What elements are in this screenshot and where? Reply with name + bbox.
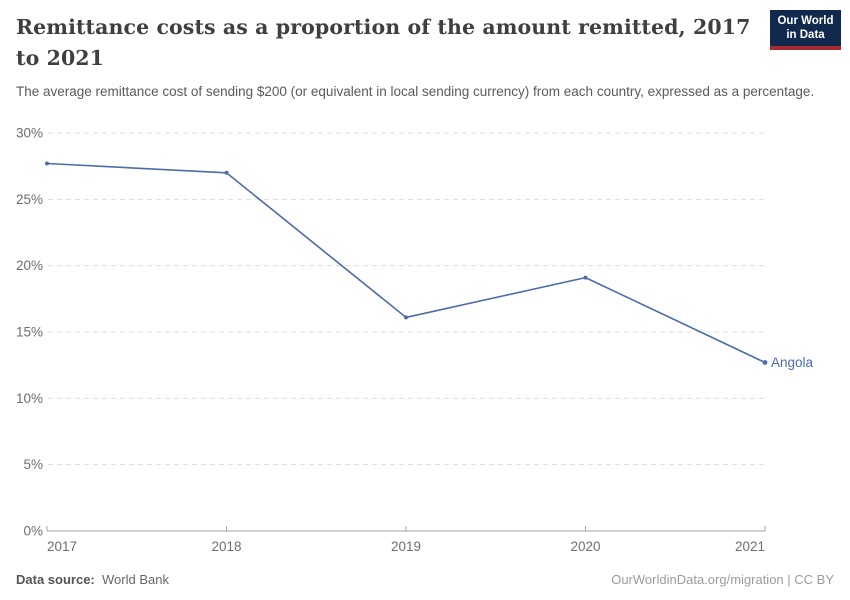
data-point[interactable] [762, 360, 768, 365]
series-end-label[interactable]: Angola [771, 355, 814, 370]
data-point[interactable] [583, 275, 588, 280]
x-tick-label: 2019 [391, 539, 421, 554]
y-tick-label: 25% [16, 192, 43, 207]
y-tick-label: 5% [23, 457, 43, 472]
y-tick-label: 0% [23, 524, 43, 539]
y-tick-label: 30% [16, 126, 43, 141]
x-tick-label: 2018 [211, 539, 241, 554]
chart-subtitle: The average remittance cost of sending $… [16, 83, 815, 99]
y-tick-label: 20% [16, 258, 43, 273]
x-tick-label: 2021 [735, 539, 765, 554]
x-tick-label: 2017 [47, 539, 77, 554]
series-line[interactable] [46, 162, 766, 364]
owid-logo-line1: Our World [777, 14, 834, 27]
page-title: Remittance costs as a proportion of the … [16, 15, 751, 70]
owid-logo-line2: in Data [786, 29, 825, 41]
y-tick-label: 15% [16, 325, 43, 340]
license-credit[interactable]: OurWorldinData.org/migration | CC BY [611, 572, 834, 587]
y-tick-label: 10% [16, 391, 43, 406]
x-tick-label: 2020 [570, 539, 600, 554]
data-point[interactable] [45, 161, 49, 166]
owid-logo[interactable]: Our World in Data [770, 10, 841, 50]
data-point[interactable] [224, 170, 229, 175]
data-point[interactable] [404, 315, 408, 320]
chart-footer: Data source: World Bank OurWorldinData.o… [16, 572, 834, 587]
data-source: Data source: World Bank [16, 572, 169, 587]
chart-header: Remittance costs as a proportion of the … [16, 10, 841, 101]
data-source-label: Data source: [16, 572, 95, 587]
data-source-name: World Bank [102, 572, 169, 587]
